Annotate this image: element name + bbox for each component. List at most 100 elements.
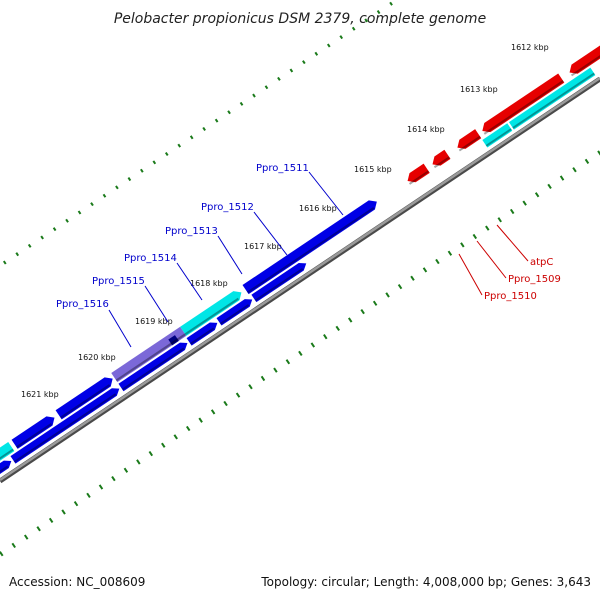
cds-reverse [432,149,451,166]
cds-forward [0,460,12,474]
gene-leader-line [458,253,483,296]
cds-forward-cyan [0,441,15,461]
gene-leader-line [496,224,529,262]
gene-leader-line [108,309,132,348]
minor-tick [61,509,66,515]
minor-tick [185,425,191,432]
minor-tick [15,252,20,257]
minor-tick [339,35,344,40]
minor-tick [111,475,116,482]
cds-reverse [407,163,430,183]
cds-forward-dark-shade [170,338,179,345]
gene-label-forward: Ppro_1514 [124,253,177,264]
minor-tick [547,183,552,190]
cds-reverse [457,129,482,149]
gene-leader-line [476,240,507,279]
gene-label-forward: Ppro_1512 [201,202,254,213]
minor-tick [73,501,79,507]
minor-tick [90,202,94,207]
minor-tick [497,217,502,223]
minor-tick [23,534,29,540]
minor-tick [364,18,368,23]
minor-tick [460,242,465,248]
minor-tick [140,168,144,173]
gene-label-reverse: Ppro_1509 [508,274,561,285]
minor-tick [435,258,440,265]
minor-tick [239,101,244,106]
tick-marks: 1612 kbp 1613 kbp 1614 kbp 1615 kbp 1616 kbp… [0,1,600,557]
minor-tick [77,210,82,215]
gene-leader-line [308,171,344,216]
minor-tick [385,292,390,298]
minor-tick [164,151,169,157]
minor-tick [347,317,353,323]
minor-tick [173,434,178,440]
gene-leader-line [144,285,169,323]
minor-tick [310,342,316,348]
minor-tick [472,233,478,240]
tick-label: 1620 kbp [78,353,116,362]
tick-label: 1618 kbp [190,279,228,288]
cds-forward [251,262,307,303]
minor-tick [48,517,54,524]
tick-label: 1621 kbp [21,390,59,399]
gene-label-forward: Ppro_1513 [165,226,218,237]
minor-tick [65,218,69,223]
tick-label: 1617 kbp [244,242,282,251]
cds-reverse-shade [483,80,564,135]
minor-tick [214,118,219,123]
gene-label-reverse: Ppro_1510 [484,291,537,302]
minor-tick [102,193,107,198]
minor-tick [248,384,253,390]
cds-reverse-cyan [482,123,513,148]
minor-tick [252,93,256,98]
minor-tick [52,227,57,232]
accession-text: Accession: NC_008609 [9,575,146,589]
cds-forward [242,200,377,295]
minor-tick [559,175,565,181]
minor-tick [302,60,306,65]
cds-reverse-shade [570,55,600,77]
cds-forward-selected [111,326,187,383]
minor-tick [227,110,231,115]
minor-tick [376,10,381,15]
minor-tick [264,85,269,90]
minor-tick [136,459,141,465]
gene-leader-line [176,262,203,301]
gene-label-forward: Ppro_1515 [92,276,145,287]
minor-tick [323,334,328,340]
minor-tick [372,300,378,306]
cds-reverse [569,45,600,74]
minor-tick [351,26,356,31]
tick-label: 1616 kbp [299,204,337,213]
cds-forward [216,299,253,326]
cds-forward [11,416,55,449]
minor-tick [260,375,266,382]
minor-tick [572,167,577,173]
cds-forward-cyan-shade [0,448,14,460]
map-title: Pelobacter propionicus DSM 2379, complet… [114,11,486,27]
minor-tick [189,135,194,140]
cds-forward-shade [254,267,304,302]
cds-reverse-shade [433,156,450,169]
cds-forward [55,377,113,420]
minor-tick [277,76,281,81]
cds-reverse-cyan-shade [485,128,512,147]
cds-forward-shade [121,347,185,391]
minor-tick [36,526,41,532]
cds-forward-shade [189,327,215,345]
minor-tick [127,177,132,182]
cds-forward [10,388,120,464]
cds-forward-shade [219,304,250,325]
minor-tick [11,542,16,549]
gene-leader-line [217,235,243,275]
minor-tick [0,551,4,557]
cds-forward [186,322,218,346]
cds-reverse-shade [408,170,430,185]
minor-tick [534,192,540,198]
cds-forward-cyan-shade [184,297,239,336]
cds-forward-shade [13,393,117,463]
topology-text: Topology: circular; Length: 4,008,000 bp… [261,575,591,589]
